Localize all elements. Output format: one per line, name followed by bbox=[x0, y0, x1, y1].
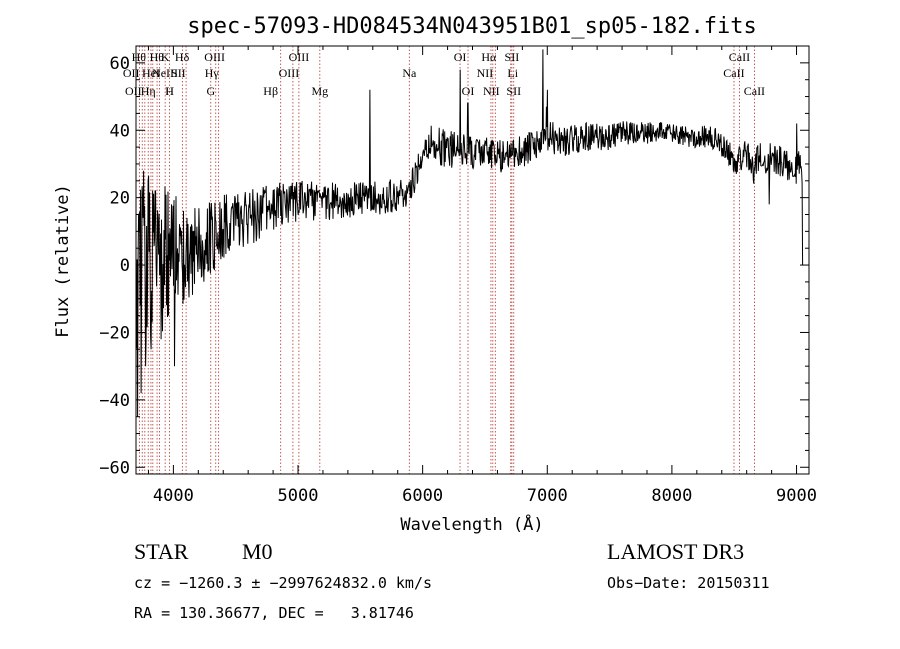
spectral-line-label: Mg bbox=[311, 84, 328, 98]
spectral-line-label: OI bbox=[462, 84, 475, 98]
spectral-line-label: Hβ bbox=[263, 84, 278, 98]
spectral-line-label: Hθ bbox=[132, 50, 147, 64]
plot-frame bbox=[135, 45, 810, 475]
y-tick-label: 60 bbox=[110, 54, 130, 74]
spectral-line-label: SII bbox=[506, 84, 521, 98]
spectral-line-label: H bbox=[165, 84, 174, 98]
y-tick-label: −40 bbox=[99, 391, 130, 411]
spectral-line-label: Hγ bbox=[205, 66, 220, 80]
y-tick-label: −20 bbox=[99, 323, 130, 343]
y-tick-label: −60 bbox=[99, 458, 130, 478]
spectral-line-label: Hα bbox=[481, 50, 497, 64]
spectral-line-label: Hδ bbox=[175, 50, 190, 64]
spectral-line-labels: OIIOIIHθHηHeIHθNeIIIHKHSIIHδGHγOIIIHβOII… bbox=[123, 50, 765, 98]
spectral-line-label: CaII bbox=[744, 84, 765, 98]
spectral-line-label: OIII bbox=[204, 50, 225, 64]
series-layer bbox=[136, 49, 804, 417]
x-tick-label: 9000 bbox=[776, 486, 817, 506]
chart-title: spec-57093-HD084534N043951B01_sp05-182.f… bbox=[187, 14, 757, 39]
spectral-line-label: Hθ bbox=[150, 50, 165, 64]
spectral-line-label: SII bbox=[171, 66, 186, 80]
spectral-line-label: CaII bbox=[723, 66, 744, 80]
spectral-line-label: NII bbox=[483, 84, 500, 98]
survey-label: LAMOST DR3 bbox=[607, 539, 745, 564]
spectral-line-label: Li bbox=[507, 66, 518, 80]
spectral-line-label: OII bbox=[125, 84, 142, 98]
coordinates: RA = 130.36677, DEC = 3.81746 bbox=[134, 604, 414, 622]
axis-ticks bbox=[136, 45, 809, 474]
x-tick-label: 7000 bbox=[527, 486, 568, 506]
spectral-line-label: OI bbox=[454, 50, 467, 64]
x-tick-label: 6000 bbox=[402, 486, 443, 506]
y-tick-label: 20 bbox=[110, 189, 130, 209]
spectral-line-label: SII bbox=[505, 50, 520, 64]
y-tick-label: 40 bbox=[110, 121, 130, 141]
y-tick-label: 0 bbox=[120, 256, 130, 276]
spectrum-line bbox=[136, 49, 804, 417]
observation-date: Obs−Date: 20150311 bbox=[607, 574, 770, 592]
x-axis-label: Wavelength (Å) bbox=[400, 513, 543, 535]
spectral-line-label: OIII bbox=[279, 66, 300, 80]
spectral-line-label: NeIII bbox=[152, 66, 178, 80]
x-tick-label: 5000 bbox=[278, 486, 319, 506]
spectral-line-label: HeI bbox=[142, 66, 160, 80]
spectral-line-label: CaII bbox=[729, 50, 750, 64]
axis-tick-labels: 4000 5000 6000 7000 8000 9000 −60 −40 −20 0 20 40 60 bbox=[99, 54, 817, 506]
spectral-line-label: Na bbox=[402, 66, 417, 80]
redshift-velocity: cz = −1260.3 ± −2997624832.0 km/s bbox=[134, 574, 433, 592]
spectral-line-label: Hη bbox=[141, 84, 156, 98]
spectral-line-markers bbox=[138, 46, 755, 474]
spectral-line-label: NII bbox=[477, 66, 494, 80]
class-label: STAR bbox=[134, 539, 189, 564]
spectral-line-label: H bbox=[165, 84, 174, 98]
spectral-line-label: OII bbox=[123, 66, 140, 80]
x-tick-label: 8000 bbox=[651, 486, 692, 506]
spectral-line-label: G bbox=[206, 84, 215, 98]
y-axis-label: Flux (relative) bbox=[53, 184, 73, 338]
subclass-label: M0 bbox=[242, 539, 273, 564]
spectral-line-label: K bbox=[161, 50, 170, 64]
spectral-line-label: OIII bbox=[289, 50, 310, 64]
x-tick-label: 4000 bbox=[153, 486, 194, 506]
